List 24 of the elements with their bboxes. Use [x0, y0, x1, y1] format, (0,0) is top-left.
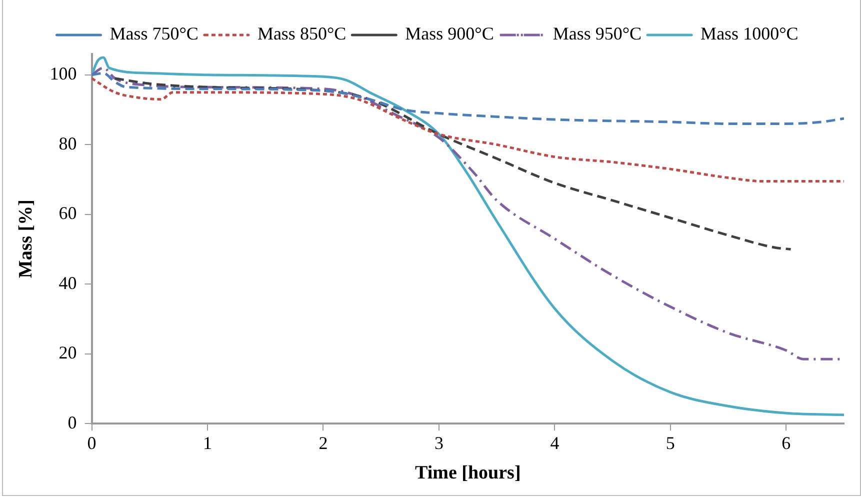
x-tick-label: 6	[782, 433, 791, 454]
legend-label: Mass 850°C	[257, 24, 346, 44]
legend-label: Mass 1000°C	[700, 24, 798, 44]
line-series	[114, 77, 792, 251]
legend-label: Mass 900°C	[405, 24, 494, 44]
y-tick-label: 0	[68, 412, 77, 432]
x-tick-label: 5	[666, 433, 675, 454]
y-tick-label: 100	[50, 64, 77, 84]
line-series	[92, 56, 844, 416]
y-tick-label: 20	[58, 342, 77, 363]
line-series	[92, 77, 844, 183]
y-tick-label: 80	[58, 133, 77, 154]
x-tick-label: 0	[87, 433, 96, 454]
x-axis-title: Time [hours]	[415, 462, 521, 484]
y-tick-label: 60	[58, 203, 77, 224]
legend-label: Mass 750°C	[110, 24, 198, 44]
x-tick-label: 4	[550, 433, 560, 454]
x-tick-label: 3	[434, 433, 444, 454]
line-series	[92, 72, 844, 125]
legend-label: Mass 950°C	[552, 24, 642, 44]
x-tick-label: 2	[318, 433, 328, 454]
y-tick-label: 40	[58, 272, 77, 293]
y-axis-title: Mass [%]	[15, 199, 36, 278]
x-tick-label: 1	[203, 433, 212, 454]
